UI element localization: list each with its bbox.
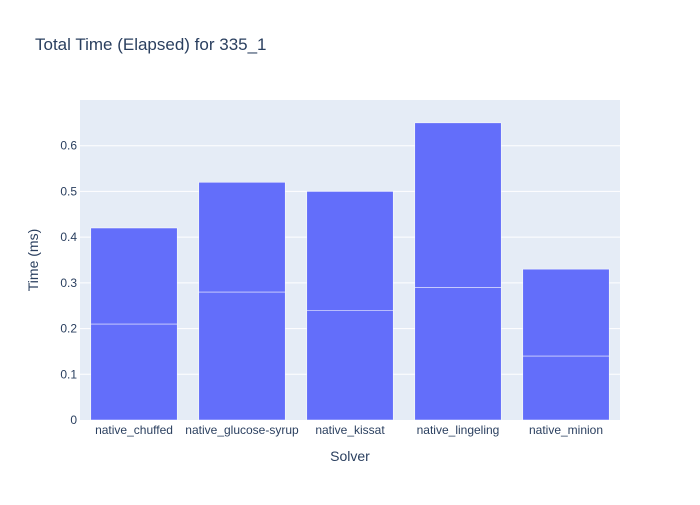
y-tick-label: 0.3 [60,276,77,290]
bar-segment-native_lingeling-1[interactable] [414,122,502,288]
y-tick-label: 0.4 [60,230,77,244]
bar-segment-native_chuffed-1[interactable] [90,227,178,325]
bar-segment-native_kissat-0[interactable] [306,310,394,421]
x-tick-label: native_chuffed [95,423,173,437]
x-tick-labels: native_chuffed native_glucose-syrup native… [95,423,603,437]
y-tick-label: 0.5 [60,184,77,198]
bar-segment-native_kissat-1[interactable] [306,191,394,311]
x-tick-label: native_kissat [315,423,385,437]
bar-segment-native_chuffed-0[interactable] [90,323,178,421]
y-tick-labels: 0 0.1 0.2 0.3 0.4 0.5 0.6 [60,139,77,427]
x-tick-label: native_glucose-syrup [185,423,299,437]
bar-segment-native_glucose-syrup-0[interactable] [198,291,286,421]
chart-title: Total Time (Elapsed) for 335_1 [35,35,267,54]
y-tick-label: 0 [70,413,77,427]
bar-segment-native_glucose-syrup-1[interactable] [198,182,286,293]
x-tick-label: native_minion [529,423,603,437]
y-tick-label: 0.2 [60,322,77,336]
y-tick-label: 0.6 [60,139,77,153]
x-tick-label: native_lingeling [417,423,500,437]
y-tick-label: 0.1 [60,367,77,381]
bars [90,122,610,421]
y-axis-title: Time (ms) [25,229,41,291]
bar-segment-native_minion-0[interactable] [522,355,610,421]
x-axis-title: Solver [330,448,370,464]
bar-segment-native_minion-1[interactable] [522,268,610,357]
bar-segment-native_lingeling-0[interactable] [414,287,502,421]
